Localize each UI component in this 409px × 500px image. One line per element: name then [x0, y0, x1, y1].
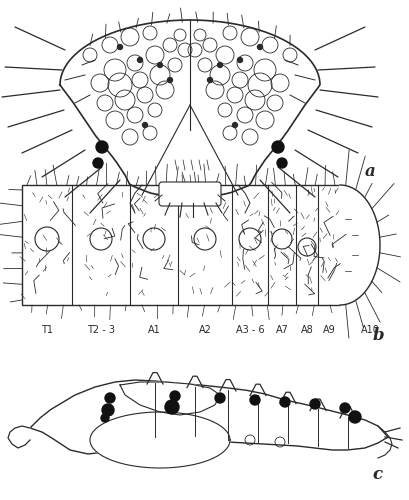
Circle shape	[102, 404, 114, 416]
Text: b: b	[371, 326, 383, 344]
Bar	[22, 185, 339, 305]
Text: A9: A9	[322, 325, 335, 335]
Polygon shape	[339, 185, 379, 305]
Circle shape	[257, 44, 262, 50]
Circle shape	[237, 58, 242, 62]
Polygon shape	[90, 412, 229, 468]
Text: A7: A7	[275, 325, 288, 335]
Circle shape	[207, 78, 212, 82]
Polygon shape	[60, 20, 319, 200]
Text: c: c	[372, 466, 382, 483]
Circle shape	[164, 400, 179, 414]
Circle shape	[217, 62, 222, 68]
Polygon shape	[8, 426, 30, 448]
Text: T1: T1	[41, 325, 53, 335]
Circle shape	[93, 158, 103, 168]
Circle shape	[271, 141, 283, 153]
Text: T2 - 3: T2 - 3	[87, 325, 115, 335]
Text: A10: A10	[360, 325, 378, 335]
Text: A1: A1	[147, 325, 160, 335]
Circle shape	[339, 403, 349, 413]
Circle shape	[170, 391, 180, 401]
Circle shape	[157, 62, 162, 68]
Circle shape	[249, 395, 259, 405]
Circle shape	[276, 158, 286, 168]
Text: A2: A2	[198, 325, 211, 335]
Circle shape	[96, 141, 108, 153]
Circle shape	[117, 44, 122, 50]
FancyBboxPatch shape	[159, 182, 220, 206]
Circle shape	[105, 393, 115, 403]
Polygon shape	[120, 382, 219, 415]
Text: A3 - 6: A3 - 6	[235, 325, 264, 335]
Circle shape	[348, 411, 360, 423]
Text: A8: A8	[300, 325, 312, 335]
Circle shape	[101, 414, 109, 422]
Circle shape	[279, 397, 289, 407]
Circle shape	[309, 399, 319, 409]
Circle shape	[232, 122, 237, 128]
Polygon shape	[30, 380, 387, 454]
Circle shape	[137, 58, 142, 62]
Circle shape	[167, 78, 172, 82]
Text: a: a	[364, 164, 375, 180]
Circle shape	[142, 122, 147, 128]
Circle shape	[214, 393, 225, 403]
